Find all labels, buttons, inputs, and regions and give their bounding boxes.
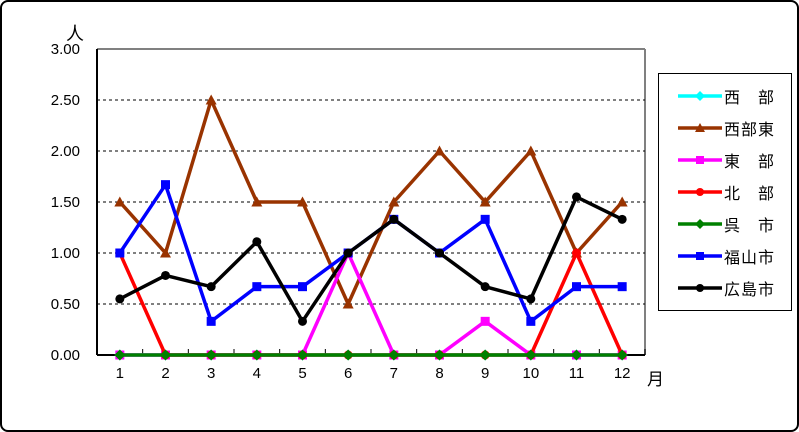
triangle-marker-icon <box>479 196 491 207</box>
diamond-marker-icon <box>114 349 126 361</box>
legend-entry: 呉 市 <box>677 212 791 236</box>
circle-marker-icon <box>298 316 307 326</box>
legend-line-circle-marker-icon <box>678 284 722 292</box>
diamond-marker-icon <box>342 349 354 361</box>
diamond-marker-icon <box>571 349 582 361</box>
legend-entry: 東 部 <box>677 148 791 172</box>
legend-entry: 福山市 <box>677 244 791 268</box>
circle-marker-icon <box>480 282 490 292</box>
circle-marker-icon <box>617 214 627 224</box>
square-marker-icon <box>252 282 262 292</box>
diamond-marker-icon <box>616 349 628 361</box>
square-marker-icon <box>115 248 125 258</box>
legend-line-diamond-marker-icon <box>678 91 722 101</box>
circle-marker-icon <box>206 282 216 292</box>
triangle-marker-icon <box>114 196 126 207</box>
series-line <box>118 98 624 306</box>
series-line <box>118 195 624 324</box>
legend-label: 西部東 <box>724 122 776 139</box>
square-marker-icon <box>480 316 490 326</box>
square-marker-icon <box>572 282 581 292</box>
circle-marker-icon <box>161 270 170 280</box>
diamond-marker-icon <box>434 349 445 361</box>
y-tick-label: 0.00 <box>51 347 80 364</box>
diamond-marker-icon <box>160 349 171 361</box>
triangle-marker-icon <box>434 145 445 156</box>
y-tick-label: 2.00 <box>51 143 80 160</box>
legend-label: 福山市 <box>724 250 776 267</box>
legend-line-square-marker-icon <box>678 252 722 260</box>
square-marker-icon <box>526 316 536 326</box>
legend-line-triangle-marker-icon <box>678 123 722 132</box>
triangle-marker-icon <box>525 145 537 156</box>
diamond-marker-icon <box>205 349 217 361</box>
triangle-marker-icon <box>616 196 628 207</box>
square-marker-icon <box>161 180 170 190</box>
square-marker-icon <box>298 282 307 292</box>
y-axis-unit-label: 人 <box>66 24 84 44</box>
legend-entry: 北 部 <box>677 180 791 204</box>
y-tick-label: 1.00 <box>51 245 80 262</box>
x-tick-label: 2 <box>161 365 169 382</box>
circle-marker-icon <box>526 294 536 304</box>
circle-marker-icon <box>435 248 444 258</box>
y-tick-label: 2.50 <box>51 92 80 109</box>
triangle-marker-icon <box>342 298 354 309</box>
legend-label: 広島市 <box>724 282 776 299</box>
x-tick-label: 4 <box>253 365 261 382</box>
triangle-marker-icon <box>251 196 263 207</box>
y-tick-label: 3.00 <box>51 41 80 58</box>
y-tick-label: 0.50 <box>51 296 80 313</box>
legend-label: 呉 市 <box>724 218 776 235</box>
legend-line-square-marker-icon <box>678 156 722 164</box>
circle-marker-icon <box>572 192 581 202</box>
x-tick-label: 7 <box>390 365 398 382</box>
legend-line-circle-marker-icon <box>678 188 722 196</box>
y-tick-label: 1.50 <box>51 194 80 211</box>
triangle-marker-icon <box>297 196 308 207</box>
legend-entry: 西 部 <box>677 84 791 108</box>
x-tick-label: 3 <box>207 365 215 382</box>
x-axis-unit-label: 月 <box>647 370 664 389</box>
x-tick-label: 12 <box>614 365 631 382</box>
x-tick-label: 9 <box>481 365 489 382</box>
triangle-marker-icon <box>205 94 217 105</box>
circle-marker-icon <box>343 248 353 258</box>
x-tick-label: 8 <box>435 365 443 382</box>
circle-marker-icon <box>572 248 581 258</box>
x-tick-label: 6 <box>344 365 352 382</box>
legend-line-diamond-marker-icon <box>678 219 722 229</box>
diamond-marker-icon <box>251 349 263 361</box>
circle-marker-icon <box>252 237 262 247</box>
legend: 西 部西部東東 部北 部呉 市福山市広島市 <box>658 73 792 311</box>
x-tick-label: 1 <box>116 365 124 382</box>
x-tick-label: 5 <box>298 365 306 382</box>
square-marker-icon <box>206 316 216 326</box>
triangle-marker-icon <box>160 247 171 258</box>
circle-marker-icon <box>115 294 125 304</box>
legend-entry: 西部東 <box>677 116 791 140</box>
legend-label: 北 部 <box>724 186 776 203</box>
x-tick-label: 10 <box>522 365 539 382</box>
diamond-marker-icon <box>479 349 491 361</box>
diamond-marker-icon <box>525 349 537 361</box>
diamond-marker-icon <box>388 349 400 361</box>
square-marker-icon <box>617 282 627 292</box>
legend-label: 西 部 <box>724 90 776 107</box>
square-marker-icon <box>480 214 490 224</box>
diamond-marker-icon <box>297 349 308 361</box>
legend-label: 東 部 <box>724 154 776 171</box>
triangle-marker-icon <box>388 196 400 207</box>
circle-marker-icon <box>389 214 399 224</box>
legend-entry: 広島市 <box>677 276 791 300</box>
x-tick-label: 11 <box>569 365 585 382</box>
